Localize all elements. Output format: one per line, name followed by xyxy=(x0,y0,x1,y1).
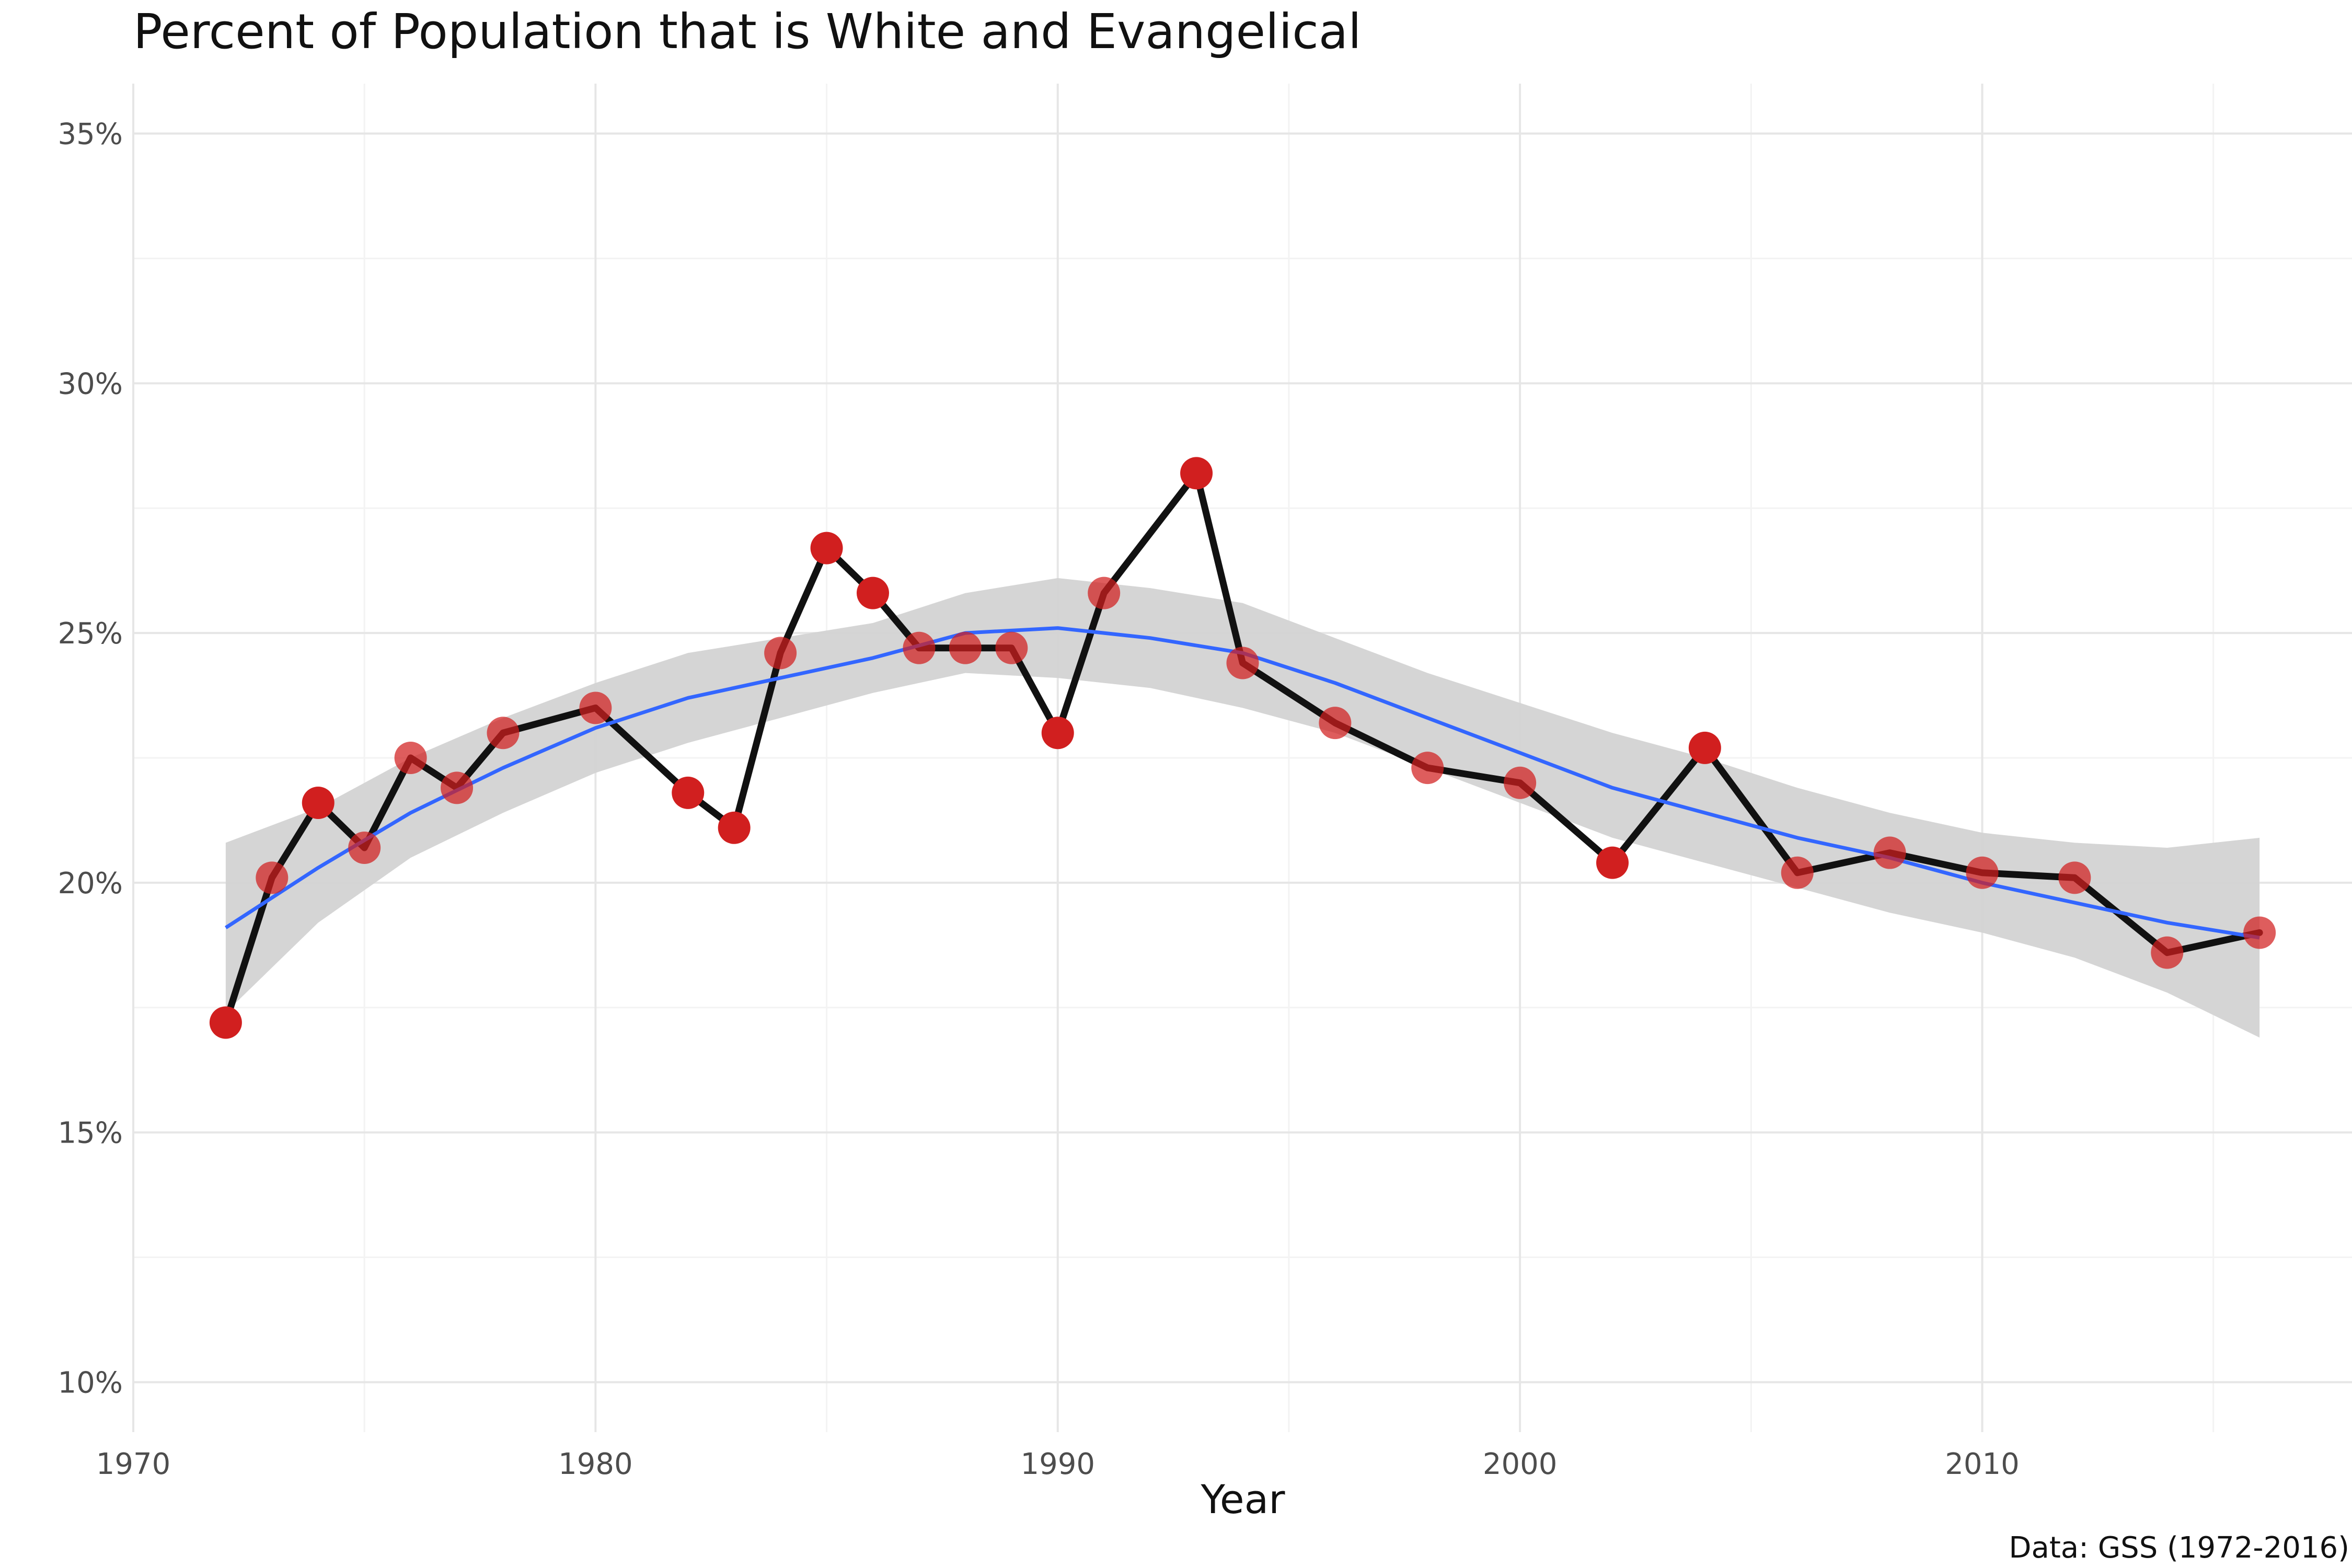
data-points xyxy=(209,457,2276,1039)
data-point xyxy=(995,631,1028,664)
x-tick-label: 1970 xyxy=(96,1447,171,1481)
data-point xyxy=(1781,856,1814,889)
confidence-band-area xyxy=(225,578,2260,1038)
data-point xyxy=(1411,752,1444,785)
caption: Data: GSS (1972-2016) xyxy=(2009,1531,2349,1565)
data-point xyxy=(348,832,381,864)
x-tick-label: 2000 xyxy=(1483,1447,1558,1481)
data-point xyxy=(1504,766,1537,799)
data-point xyxy=(857,577,889,609)
x-tick-label: 1980 xyxy=(558,1447,633,1481)
y-axis-ticks: 10% 15% 20% 25% 30% 35% xyxy=(58,118,123,1400)
data-point xyxy=(810,532,843,564)
data-point xyxy=(1180,457,1213,490)
data-point xyxy=(2058,861,2091,894)
data-point xyxy=(209,1006,242,1039)
data-point xyxy=(2243,916,2276,949)
data-point xyxy=(718,811,751,844)
data-point xyxy=(1688,731,1721,764)
y-tick-label: 25% xyxy=(58,617,123,651)
data-point xyxy=(1088,577,1121,609)
data-point xyxy=(764,637,797,670)
chart-title: Percent of Population that is White and … xyxy=(133,4,1362,60)
data-point xyxy=(441,771,474,804)
data-point xyxy=(903,631,936,664)
data-point xyxy=(949,631,982,664)
data-point xyxy=(1873,836,1906,869)
y-tick-label: 35% xyxy=(58,118,123,152)
data-point xyxy=(1966,856,1999,889)
data-point xyxy=(302,787,335,819)
confidence-band xyxy=(225,578,2260,1038)
y-tick-label: 15% xyxy=(58,1116,123,1150)
data-point xyxy=(579,691,612,724)
data-point xyxy=(487,717,520,750)
data-point xyxy=(1226,647,1259,679)
x-axis-label: Year xyxy=(1201,1476,1286,1523)
y-tick-label: 20% xyxy=(58,867,123,901)
data-point xyxy=(2151,936,2184,969)
data-point xyxy=(394,742,427,774)
y-tick-label: 30% xyxy=(58,367,123,401)
data-point xyxy=(1596,846,1629,879)
data-point xyxy=(256,861,289,894)
x-tick-label: 2010 xyxy=(1945,1447,2020,1481)
data-point xyxy=(672,776,705,809)
data-point xyxy=(1319,707,1352,740)
y-tick-label: 10% xyxy=(58,1366,123,1400)
x-tick-label: 1990 xyxy=(1020,1447,1095,1481)
x-axis-ticks: 1970 1980 1990 2000 2010 xyxy=(96,1447,2020,1481)
data-point xyxy=(1041,717,1074,750)
